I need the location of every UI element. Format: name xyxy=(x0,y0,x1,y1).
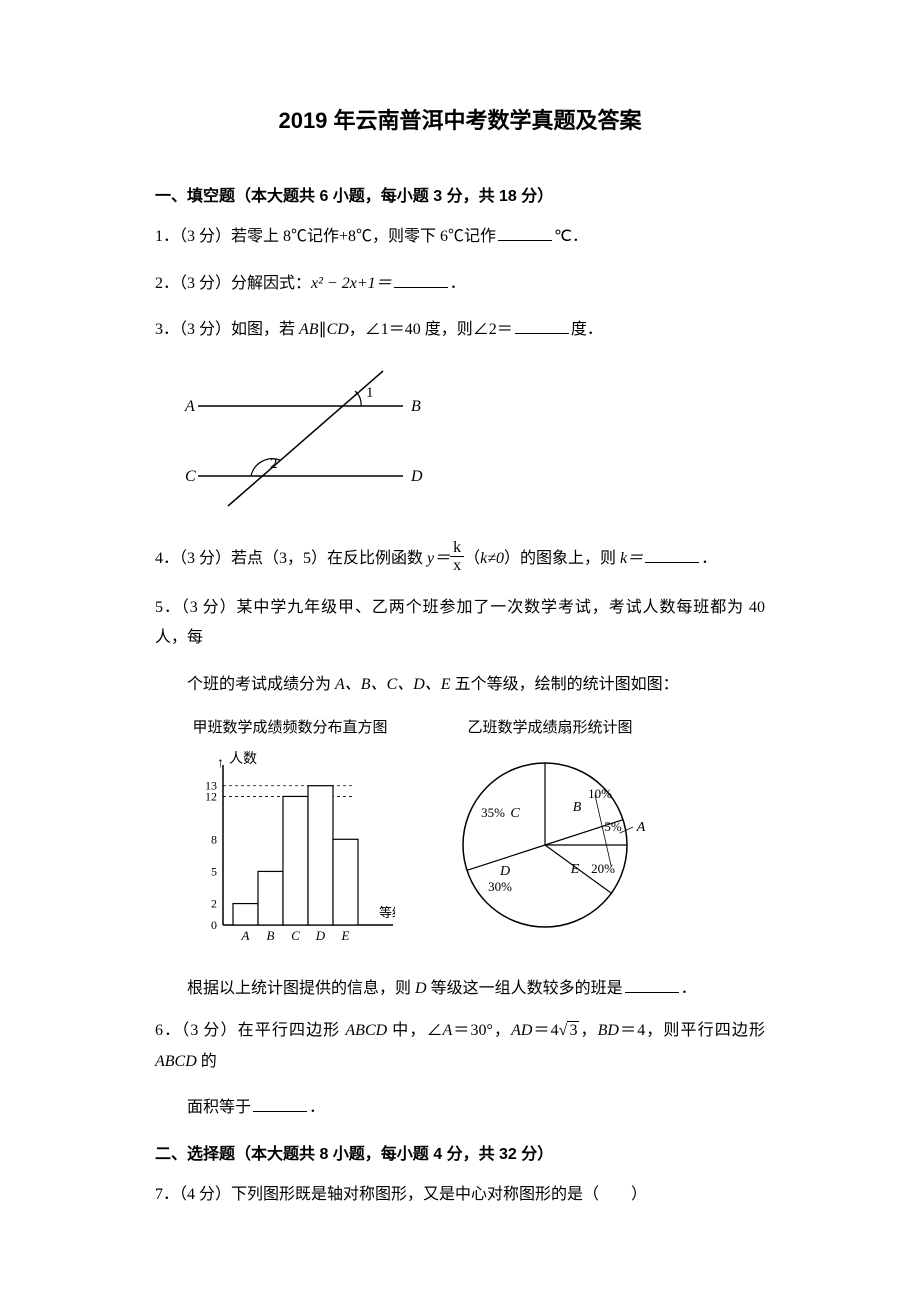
q3-cd: CD xyxy=(327,321,349,338)
bar-chart: 人数↑→等级02581213ABCDE xyxy=(185,745,395,945)
svg-text:8: 8 xyxy=(211,832,217,846)
q4-end: ． xyxy=(701,550,717,567)
svg-text:A: A xyxy=(636,820,646,835)
q5-e: 等级这一组人数较多的班是 xyxy=(427,980,623,997)
q4-a: 4．（3 分）若点（3，5）在反比例函数 xyxy=(155,550,427,567)
q2-expr: x² − 2x+1＝ xyxy=(311,275,392,292)
svg-text:2: 2 xyxy=(211,896,217,910)
svg-text:B: B xyxy=(267,928,275,943)
q6-h: 面积等于 xyxy=(187,1099,251,1116)
svg-text:B: B xyxy=(573,800,582,815)
question-6-line2: 面积等于 ． xyxy=(155,1093,765,1123)
label-C: C xyxy=(185,468,196,485)
svg-text:等级: 等级 xyxy=(379,905,395,920)
blank xyxy=(625,977,679,993)
q5-c: 五个等级，绘制的统计图如图： xyxy=(451,676,679,693)
question-5-conclusion: 根据以上统计图提供的信息，则 D 等级这一组人数较多的班是 ． xyxy=(155,974,765,1004)
svg-text:10%: 10% xyxy=(588,786,612,801)
page-title: 2019 年云南普洱中考数学真题及答案 xyxy=(155,100,765,142)
svg-text:D: D xyxy=(499,864,510,879)
pie-chart: C 35% B 10% A 5% E 20% D30% xyxy=(435,745,665,945)
q6-g: 的 xyxy=(197,1053,217,1070)
q4-den: x xyxy=(450,557,464,575)
q2-text: 2．（3 分）分解因式： xyxy=(155,275,311,292)
q7-text: 7．（4 分）下列图形既是轴对称图形，又是中心对称图形的是（ ） xyxy=(155,1186,647,1203)
blank xyxy=(498,225,552,241)
q6-end: ． xyxy=(309,1099,325,1116)
section-1-header: 一、填空题（本大题共 6 小题，每小题 3 分，共 18 分） xyxy=(155,182,765,212)
pie-chart-title: 乙班数学成绩扇形统计图 xyxy=(435,714,665,743)
section-2-header: 二、选择题（本大题共 8 小题，每小题 4 分，共 32 分） xyxy=(155,1140,765,1170)
q3-a: 3．（3 分）如图，若 xyxy=(155,321,299,338)
question-1: 1．（3 分）若零上 8℃记作+8℃，则零下 6℃记作 ℃． xyxy=(155,222,765,252)
q6-f: ＝4，则平行四边形 xyxy=(619,1022,765,1039)
angle-1: 1 xyxy=(366,385,374,401)
q5-b: 个班的考试成绩分为 xyxy=(187,676,335,693)
q6-sqrt: 3 xyxy=(567,1021,579,1039)
svg-text:5%: 5% xyxy=(604,819,622,834)
q4-num: k xyxy=(450,539,464,558)
blank xyxy=(645,547,699,563)
q4-kne: k≠0 xyxy=(480,550,504,567)
q5-d: 根据以上统计图提供的信息，则 xyxy=(187,980,415,997)
svg-text:E: E xyxy=(341,928,350,943)
q6-e: ， xyxy=(579,1022,597,1039)
q6-bd: BD xyxy=(598,1022,619,1039)
q4-b: （ xyxy=(464,550,480,567)
charts-row: 甲班数学成绩频数分布直方图 人数↑→等级02581213ABCDE 乙班数学成绩… xyxy=(185,714,765,956)
svg-text:C: C xyxy=(510,806,520,821)
label-A: A xyxy=(184,398,195,415)
q6-abcd2: ABCD xyxy=(155,1053,197,1070)
q4-y: y＝ xyxy=(427,550,450,567)
blank xyxy=(394,272,448,288)
q6-a: 6．（3 分）在平行四边形 xyxy=(155,1022,345,1039)
question-7: 7．（4 分）下列图形既是轴对称图形，又是中心对称图形的是（ ） xyxy=(155,1180,765,1210)
blank xyxy=(253,1096,307,1112)
q5-grades: A、B、C、D、E xyxy=(335,676,451,693)
q5-dgrade: D xyxy=(415,980,427,997)
svg-text:E: E xyxy=(570,862,580,877)
svg-text:人数: 人数 xyxy=(229,751,257,767)
blank xyxy=(515,318,569,334)
q3-mid: ，∠1＝40 度，则∠2＝ xyxy=(349,321,513,338)
svg-text:C: C xyxy=(291,928,300,943)
q6-b: 中，∠ xyxy=(387,1022,442,1039)
q1-unit: ℃． xyxy=(554,228,588,245)
svg-text:0: 0 xyxy=(211,918,217,932)
q6-d: ＝4 xyxy=(532,1022,558,1039)
q6-ad: AD xyxy=(511,1022,532,1039)
bar-chart-wrapper: 甲班数学成绩频数分布直方图 人数↑→等级02581213ABCDE xyxy=(185,714,395,956)
question-6: 6．（3 分）在平行四边形 ABCD 中，∠A＝30°，AD＝4 3，BD＝4，则… xyxy=(155,1016,765,1077)
bar-chart-title: 甲班数学成绩频数分布直方图 xyxy=(185,714,395,743)
question-4: 4．（3 分）若点（3，5）在反比例函数 y＝kx（k≠0）的图象上，则 k＝ ． xyxy=(155,541,765,577)
svg-text:A: A xyxy=(241,928,250,943)
svg-text:13: 13 xyxy=(205,778,217,792)
angle-2: 2 xyxy=(270,456,278,472)
q3-end: 度． xyxy=(571,321,603,338)
q4-c: ）的图象上，则 xyxy=(504,550,620,567)
q1-text: 1．（3 分）若零上 8℃记作+8℃，则零下 6℃记作 xyxy=(155,228,496,245)
question-3: 3．（3 分）如图，若 AB∥CD，∠1＝40 度，则∠2＝ 度． xyxy=(155,315,765,345)
label-B: B xyxy=(411,398,421,415)
q3-ab: AB xyxy=(299,321,319,338)
q3-parallel: ∥ xyxy=(319,321,327,338)
svg-text:D: D xyxy=(315,928,326,943)
svg-text:35%: 35% xyxy=(481,805,505,820)
q2-end: ． xyxy=(450,275,466,292)
q4-keq: k＝ xyxy=(620,550,643,567)
svg-text:5: 5 xyxy=(211,864,217,878)
label-D: D xyxy=(410,468,423,485)
question-5-line2: 个班的考试成绩分为 A、B、C、D、E 五个等级，绘制的统计图如图： xyxy=(155,670,765,700)
parallel-lines-diagram: A B C D 1 2 xyxy=(173,361,765,522)
q6-A: A xyxy=(443,1022,453,1039)
pie-chart-wrapper: 乙班数学成绩扇形统计图 C 35% B 10% A 5% E 20% D30% xyxy=(435,714,665,956)
question-5: 5．（3 分）某中学九年级甲、乙两个班参加了一次数学考试，考试人数每班都为 40… xyxy=(155,593,765,654)
q6-c: ＝30°， xyxy=(452,1022,511,1039)
svg-text:20%: 20% xyxy=(591,861,615,876)
svg-text:30%: 30% xyxy=(488,879,512,894)
q5-end: ． xyxy=(681,980,697,997)
question-2: 2．（3 分）分解因式：x² − 2x+1＝ ． xyxy=(155,269,765,299)
q6-abcd: ABCD xyxy=(345,1022,387,1039)
q5-a: 5．（3 分）某中学九年级甲、乙两个班参加了一次数学考试，考试人数每班都为 40… xyxy=(155,599,765,646)
